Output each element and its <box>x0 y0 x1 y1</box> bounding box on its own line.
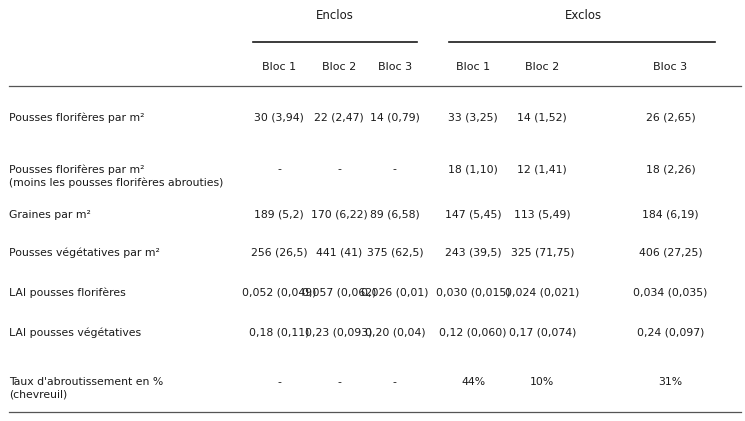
Text: 18 (2,26): 18 (2,26) <box>646 164 695 174</box>
Text: 30 (3,94): 30 (3,94) <box>255 113 304 123</box>
Text: 22 (2,47): 22 (2,47) <box>314 113 364 123</box>
Text: 0,026 (0,01): 0,026 (0,01) <box>361 288 428 298</box>
Text: 10%: 10% <box>530 377 554 387</box>
Text: -: - <box>393 377 397 387</box>
Text: 44%: 44% <box>461 377 485 387</box>
Text: 243 (39,5): 243 (39,5) <box>445 248 501 258</box>
Text: 0,057 (0,062): 0,057 (0,062) <box>302 288 376 298</box>
Text: 0,024 (0,021): 0,024 (0,021) <box>505 288 580 298</box>
Text: 14 (0,79): 14 (0,79) <box>370 113 419 123</box>
Text: Bloc 1: Bloc 1 <box>456 62 490 72</box>
Text: Bloc 3: Bloc 3 <box>378 62 412 72</box>
Text: Pousses florifères par m²
(moins les pousses florifères abrouties): Pousses florifères par m² (moins les pou… <box>9 164 223 188</box>
Text: Taux d'abroutissement en %
(chevreuil): Taux d'abroutissement en % (chevreuil) <box>9 377 163 400</box>
Text: 0,18 (0,11): 0,18 (0,11) <box>249 328 310 338</box>
Text: 0,12 (0,060): 0,12 (0,060) <box>440 328 507 338</box>
Text: -: - <box>393 164 397 174</box>
Text: 0,030 (0,015): 0,030 (0,015) <box>436 288 510 298</box>
Text: -: - <box>337 164 341 174</box>
Text: 18 (1,10): 18 (1,10) <box>448 164 498 174</box>
Text: Graines par m²: Graines par m² <box>9 210 91 220</box>
Text: 0,24 (0,097): 0,24 (0,097) <box>637 328 704 338</box>
Text: Bloc 3: Bloc 3 <box>653 62 688 72</box>
Text: 256 (26,5): 256 (26,5) <box>251 248 308 258</box>
Text: -: - <box>277 164 282 174</box>
Text: 26 (2,65): 26 (2,65) <box>646 113 695 123</box>
Text: 441 (41): 441 (41) <box>316 248 362 258</box>
Text: Pousses florifères par m²: Pousses florifères par m² <box>9 113 145 123</box>
Text: 375 (62,5): 375 (62,5) <box>367 248 423 258</box>
Text: 0,17 (0,074): 0,17 (0,074) <box>509 328 576 338</box>
Text: Bloc 2: Bloc 2 <box>525 62 559 72</box>
Text: -: - <box>277 377 282 387</box>
Text: Bloc 1: Bloc 1 <box>262 62 297 72</box>
Text: 113 (5,49): 113 (5,49) <box>514 210 571 220</box>
Text: 184 (6,19): 184 (6,19) <box>642 210 699 220</box>
Text: 325 (71,75): 325 (71,75) <box>510 248 574 258</box>
Text: 14 (1,52): 14 (1,52) <box>518 113 567 123</box>
Text: Exclos: Exclos <box>565 9 602 22</box>
Text: 147 (5,45): 147 (5,45) <box>445 210 501 220</box>
Text: LAI pousses végétatives: LAI pousses végétatives <box>9 328 141 338</box>
Text: 170 (6,22): 170 (6,22) <box>311 210 367 220</box>
Text: -: - <box>337 377 341 387</box>
Text: 12 (1,41): 12 (1,41) <box>518 164 567 174</box>
Text: 0,23 (0,093): 0,23 (0,093) <box>305 328 372 338</box>
Text: 31%: 31% <box>659 377 682 387</box>
Text: 89 (6,58): 89 (6,58) <box>370 210 419 220</box>
Text: 0,052 (0,049): 0,052 (0,049) <box>242 288 317 298</box>
Text: 33 (3,25): 33 (3,25) <box>448 113 498 123</box>
Text: 0,20 (0,04): 0,20 (0,04) <box>364 328 425 338</box>
Text: LAI pousses florifères: LAI pousses florifères <box>9 288 126 298</box>
Text: 189 (5,2): 189 (5,2) <box>255 210 304 220</box>
Text: Bloc 2: Bloc 2 <box>322 62 356 72</box>
Text: 0,034 (0,035): 0,034 (0,035) <box>633 288 708 298</box>
Text: Pousses végétatives par m²: Pousses végétatives par m² <box>9 248 160 258</box>
Text: Enclos: Enclos <box>317 9 354 22</box>
Text: 406 (27,25): 406 (27,25) <box>638 248 703 258</box>
